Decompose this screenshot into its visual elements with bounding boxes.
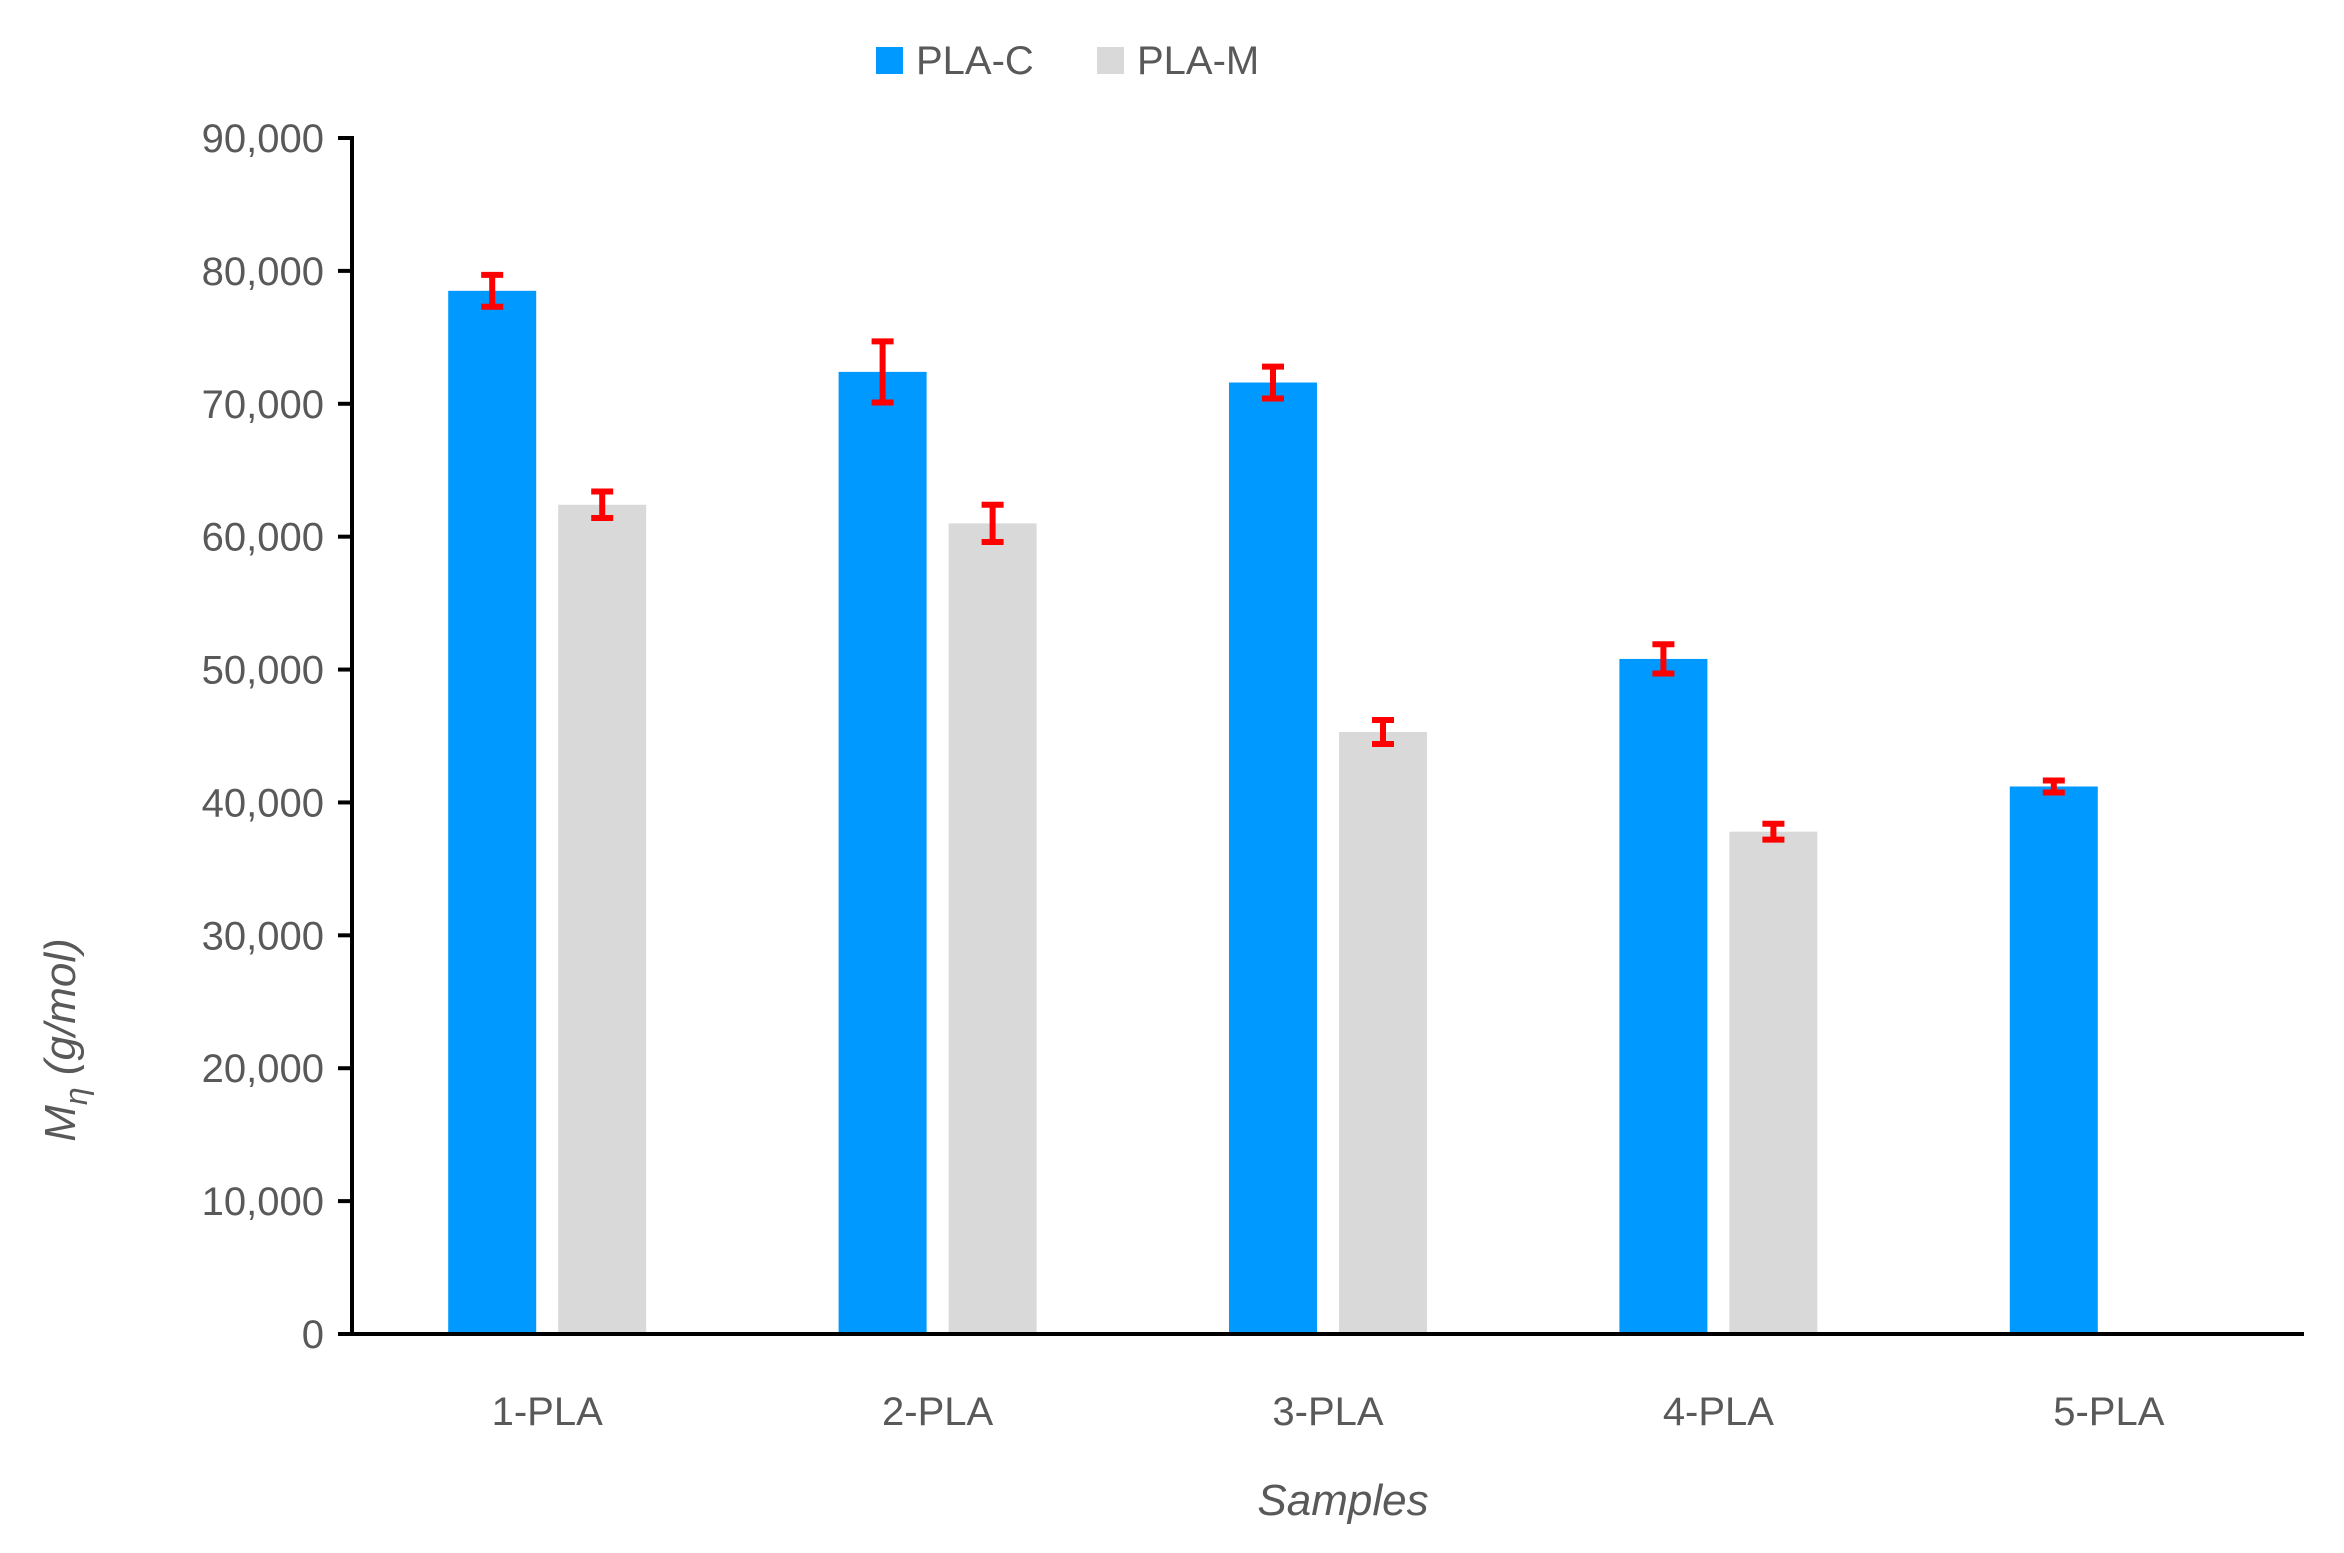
x-tick-label: 1-PLA	[492, 1390, 603, 1434]
y-axis-title-main: M	[36, 1105, 85, 1142]
error-bar	[2042, 777, 2065, 796]
x-tick-label: 2-PLA	[882, 1390, 993, 1434]
error-bars	[481, 271, 2065, 843]
bar-pla-c-5-pla	[2009, 786, 2098, 1334]
y-tick-label: 80,000	[202, 250, 324, 294]
x-axis-title: Samples	[1257, 1476, 1428, 1525]
y-axis-title-sub: η	[58, 1087, 94, 1105]
y-tick-label: 40,000	[202, 781, 324, 825]
error-bar	[1762, 820, 1785, 843]
bar-pla-m-1-pla	[558, 504, 647, 1335]
error-bar	[1652, 641, 1675, 677]
bar-pla-m-4-pla	[1729, 831, 1818, 1334]
error-bar	[1372, 717, 1394, 747]
y-axis-title-unit: (g/mol)	[36, 938, 85, 1087]
y-axis-ticks: 0 10,000 20,000 30,000 40,000 50,000 60,000 70,…	[202, 117, 352, 1357]
y-tick-label: 0	[302, 1313, 324, 1357]
bar-pla-c-2-pla	[838, 371, 927, 1335]
legend-swatch-pla-c	[876, 47, 903, 74]
y-tick-label: 30,000	[202, 914, 324, 958]
y-tick-label: 10,000	[202, 1180, 324, 1224]
y-tick-label: 50,000	[202, 649, 324, 693]
error-bar	[1262, 363, 1284, 402]
legend-label-pla-c: PLA-C	[916, 39, 1034, 83]
y-tick-label: 20,000	[202, 1047, 324, 1091]
legend-swatch-pla-m	[1097, 47, 1124, 74]
legend-label-pla-m: PLA-M	[1137, 39, 1259, 83]
x-tick-label: 5-PLA	[2053, 1390, 2164, 1434]
x-tick-label: 4-PLA	[1663, 1390, 1774, 1434]
error-bar	[591, 488, 614, 522]
error-bar	[481, 271, 504, 310]
bar-pla-c-3-pla	[1229, 382, 1317, 1334]
bar-pla-c-1-pla	[448, 290, 537, 1334]
y-tick-label: 90,000	[202, 117, 324, 161]
error-bar	[981, 501, 1004, 545]
y-axis-title: Mη (g/mol)	[36, 938, 94, 1142]
x-axis-ticks: 1-PLA 2-PLA 3-PLA 4-PLA 5-PLA	[492, 1390, 2165, 1434]
bars	[448, 290, 2098, 1335]
y-tick-label: 70,000	[202, 383, 324, 427]
bar-pla-c-4-pla	[1619, 658, 1708, 1334]
axes	[350, 136, 2304, 1336]
legend: PLA-C PLA-M	[876, 39, 1259, 83]
error-bar	[871, 338, 894, 406]
x-tick-label: 3-PLA	[1272, 1390, 1383, 1434]
y-tick-label: 60,000	[202, 516, 324, 560]
bar-pla-m-3-pla	[1339, 732, 1427, 1334]
bar-pla-m-2-pla	[948, 523, 1037, 1334]
